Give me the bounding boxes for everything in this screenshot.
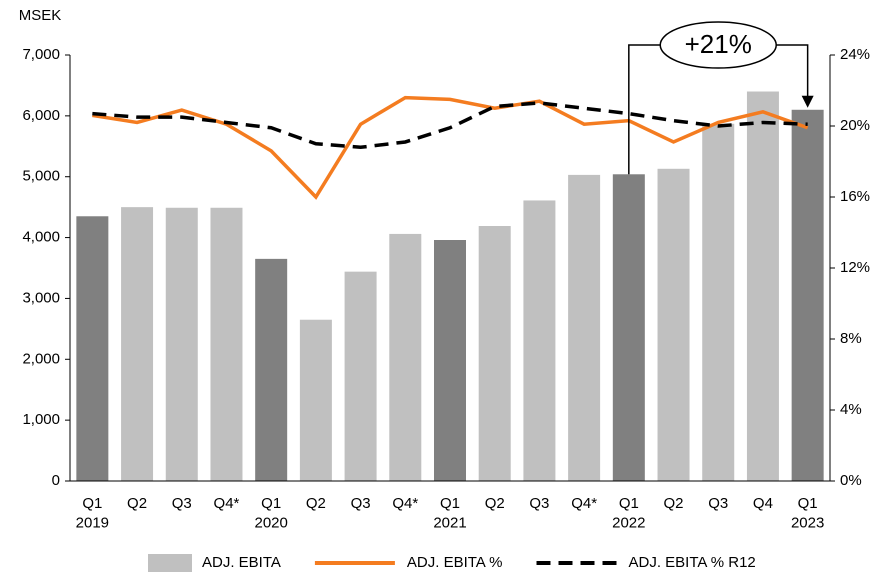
x-tick-label: Q3 <box>351 495 371 512</box>
x-tick-label: Q1 2022 <box>612 495 645 532</box>
bar <box>255 258 288 481</box>
x-tick-label: Q2 <box>485 495 505 512</box>
line-series <box>92 101 808 150</box>
x-tick-label: Q3 <box>172 495 192 512</box>
bar <box>210 207 243 481</box>
bar <box>702 123 735 482</box>
bar <box>612 174 645 481</box>
x-tick-label: Q3 <box>529 495 549 512</box>
y-tick-label: 0 <box>52 472 60 489</box>
y-tick-label: 1,000 <box>22 411 60 428</box>
legend-swatch <box>148 554 192 572</box>
y-tick-label: 4,000 <box>22 229 60 246</box>
y-tick-label: 2,000 <box>22 350 60 367</box>
legend-label: ADJ. EBITA % R12 <box>629 554 756 571</box>
x-tick-label: Q2 <box>127 495 147 512</box>
bar <box>523 200 556 481</box>
y2-tick-label: 0% <box>840 472 862 489</box>
bar <box>746 91 779 481</box>
bar <box>389 233 422 481</box>
y2-tick-label: 16% <box>840 188 870 205</box>
y2-tick-label: 8% <box>840 330 862 347</box>
bar <box>478 226 511 481</box>
legend-item: ADJ. EBITA <box>148 554 281 572</box>
x-tick-label: Q2 <box>306 495 326 512</box>
x-tick-label: Q4* <box>571 495 597 512</box>
bar <box>76 216 109 481</box>
y2-tick-label: 12% <box>840 259 870 276</box>
legend-item: ADJ. EBITA % R12 <box>536 554 756 571</box>
bar <box>121 207 154 481</box>
annotation-arrow <box>801 95 814 108</box>
y2-tick-label: 4% <box>840 401 862 418</box>
legend-label: ADJ. EBITA <box>202 554 281 571</box>
y-tick-label: 5,000 <box>22 168 60 185</box>
legend-item: ADJ. EBITA % <box>314 554 503 571</box>
x-tick-label: Q1 2021 <box>433 495 466 532</box>
bar <box>657 168 690 481</box>
bar <box>568 174 601 482</box>
bar <box>299 319 332 481</box>
bar <box>344 271 377 481</box>
bar <box>165 207 198 481</box>
bar <box>434 240 466 481</box>
annotation-oval <box>659 21 777 69</box>
x-tick-label: Q1 2019 <box>76 495 109 532</box>
y2-tick-label: 20% <box>840 117 870 134</box>
x-tick-label: Q4 <box>753 495 773 512</box>
x-tick-label: Q2 <box>664 495 684 512</box>
bar <box>791 109 824 482</box>
line-series <box>92 95 809 200</box>
y-axis-label: MSEK <box>19 7 62 24</box>
y2-tick-label: 24% <box>840 46 870 63</box>
x-tick-label: Q1 2020 <box>254 495 287 532</box>
annotation-text: +21% <box>685 29 752 59</box>
legend-label: ADJ. EBITA % <box>407 554 503 571</box>
x-tick-label: Q4* <box>214 495 240 512</box>
y-tick-label: 3,000 <box>22 289 60 306</box>
x-tick-label: Q1 2023 <box>791 495 824 532</box>
y-tick-label: 7,000 <box>22 46 60 63</box>
x-tick-label: Q4* <box>392 495 418 512</box>
x-tick-label: Q3 <box>708 495 728 512</box>
y-tick-label: 6,000 <box>22 107 60 124</box>
